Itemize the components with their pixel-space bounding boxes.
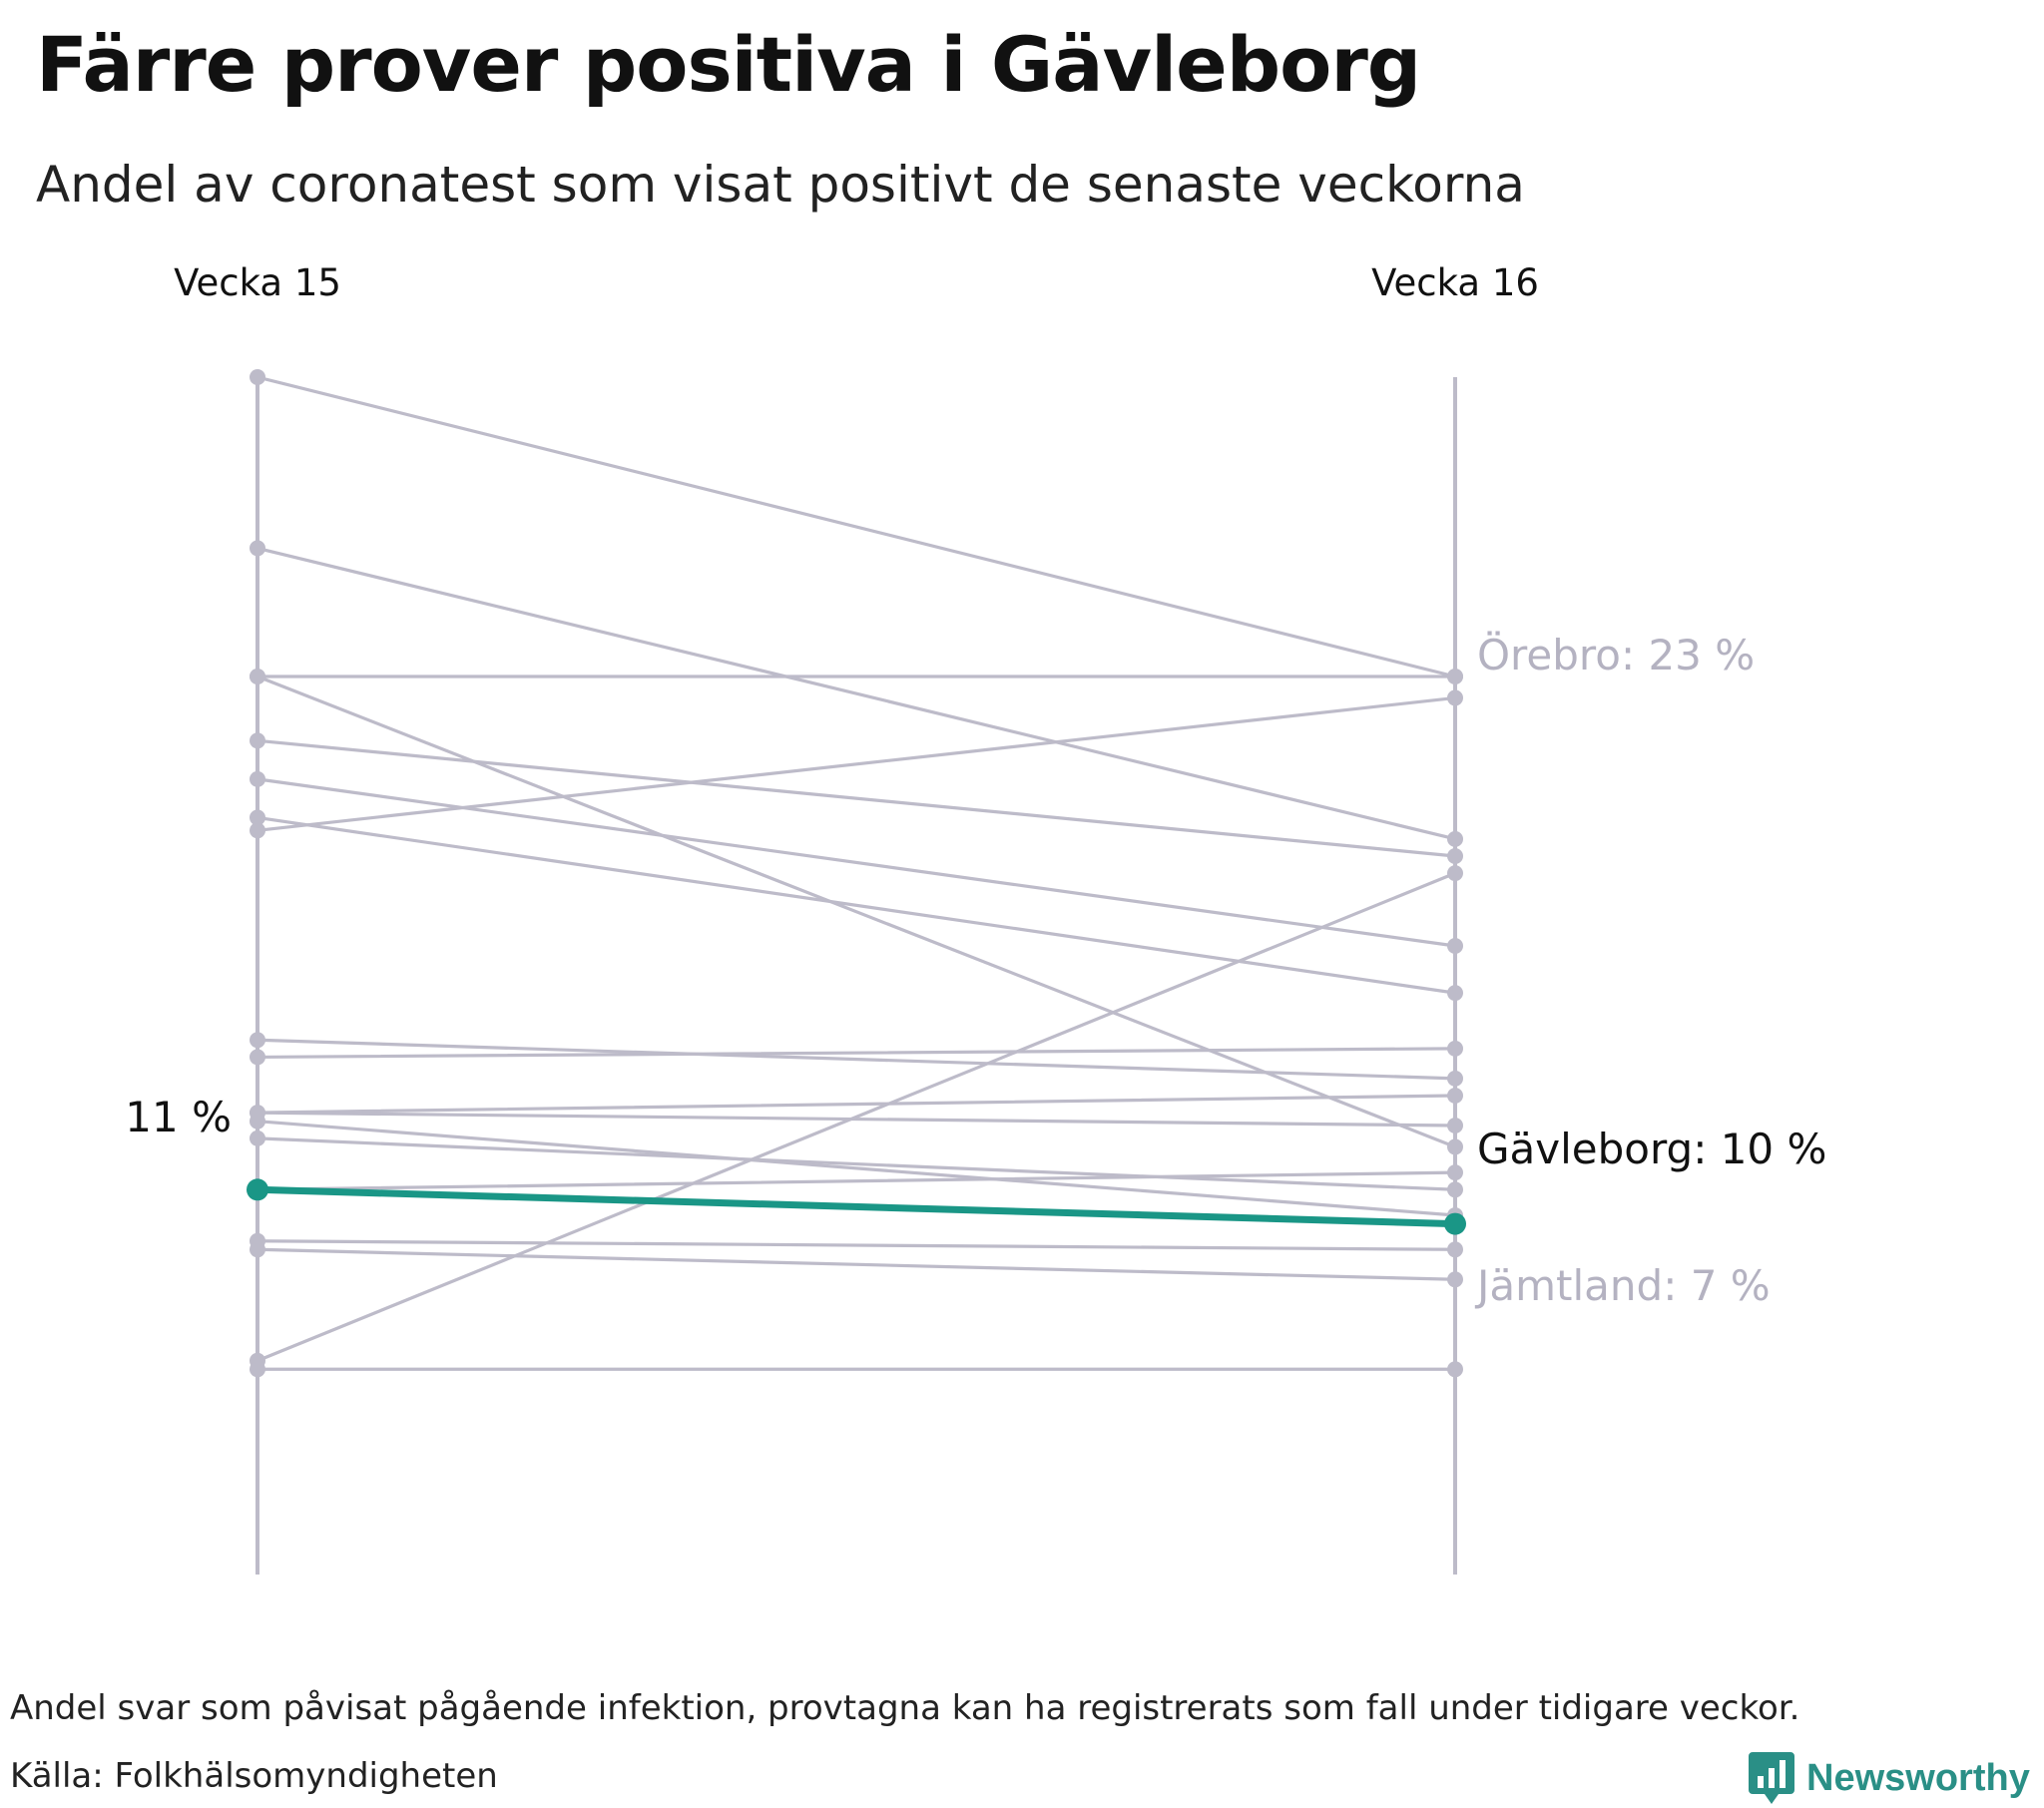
series-line-region-8 [256, 1038, 1457, 1081]
series-line-region-13 [256, 1136, 1457, 1191]
label-gavleborg: Gävleborg: 10 % [1477, 1125, 1826, 1173]
point-vecka-16-region-5 [1447, 938, 1463, 954]
point-vecka-15-region-12 [250, 1113, 265, 1130]
point-vecka-15-region-2 [250, 540, 265, 557]
point-vecka-16-gavleborg [1444, 1212, 1466, 1235]
series-line-region-16 [256, 1247, 1457, 1281]
series-line-region-1 [256, 375, 1457, 678]
point-vecka-15-region-16 [250, 1241, 265, 1258]
series-line-region-3 [256, 675, 1457, 1149]
point-vecka-15-jamtland [250, 1361, 265, 1378]
highlight-start-label: 11 % [125, 1093, 232, 1141]
point-vecka-15-region-7 [250, 822, 265, 839]
point-vecka-15-region-1 [250, 369, 265, 385]
point-vecka-16-region-2 [1447, 830, 1463, 847]
point-vecka-16-region-6 [1447, 985, 1463, 1002]
newsworthy-logo-text: Newsworthy [1806, 1756, 2030, 1799]
series-line-region-10 [256, 1094, 1457, 1115]
point-vecka-16-region-11 [1447, 1118, 1463, 1133]
chart-subtitle: Andel av coronatest som visat positivt d… [36, 156, 1525, 214]
point-vecka-16-region-10 [1447, 1088, 1463, 1104]
footnote: Andel svar som påvisat pågående infektio… [10, 1688, 1800, 1728]
series-line-region-2 [256, 546, 1457, 841]
series-line-region-14 [256, 1170, 1457, 1191]
point-vecka-16-region-15 [1447, 1241, 1463, 1258]
point-vecka-15-gavleborg [247, 1178, 268, 1201]
point-vecka-15-region-13 [250, 1130, 265, 1146]
point-vecka-16-orebro [1447, 669, 1463, 684]
point-vecka-16-jamtland [1447, 1361, 1463, 1378]
point-vecka-15-region-8 [250, 1032, 265, 1049]
point-vecka-16-region-3 [1447, 1138, 1463, 1155]
point-vecka-16-region-8 [1447, 1070, 1463, 1087]
series-line-region-7 [256, 695, 1457, 832]
point-vecka-15-region-5 [250, 770, 265, 787]
point-vecka-15-region-4 [250, 732, 265, 749]
series-line-region-6 [256, 815, 1457, 995]
series-line-region-5 [256, 777, 1457, 948]
point-vecka-16-region-4 [1447, 848, 1463, 864]
chart-title: Färre prover positiva i Gävleborg [36, 20, 1421, 109]
series-line-gavleborg [254, 1185, 1459, 1228]
label-jamtland: Jämtland: 7 % [1474, 1261, 1771, 1310]
category-label-vecka-16: Vecka 16 [1371, 261, 1539, 304]
point-vecka-15-region-9 [250, 1049, 265, 1066]
series-line-region-12 [256, 1120, 1457, 1217]
point-vecka-16-region-13 [1447, 1181, 1463, 1198]
point-vecka-16-region-14 [1447, 1164, 1463, 1181]
series-line-region-11 [256, 1111, 1457, 1128]
series-line-region-4 [256, 738, 1457, 858]
slope-chart: Vecka 15 Vecka 16 11 % Örebro: 23 % Gävl… [125, 261, 1826, 1575]
label-orebro: Örebro: 23 % [1477, 630, 1755, 679]
point-vecka-15-region-6 [250, 809, 265, 826]
point-vecka-16-region-17 [1447, 865, 1463, 882]
category-label-vecka-15: Vecka 15 [174, 261, 341, 304]
point-vecka-16-region-7 [1447, 689, 1463, 706]
series-line-region-9 [256, 1047, 1457, 1060]
point-vecka-16-region-16 [1447, 1271, 1463, 1288]
point-vecka-15-orebro [250, 669, 265, 684]
point-vecka-16-region-9 [1447, 1040, 1463, 1057]
newsworthy-logo-icon [1749, 1752, 1794, 1804]
series-line-region-17 [256, 871, 1457, 1363]
series-line-region-15 [256, 1239, 1457, 1251]
newsworthy-logo: Newsworthy [1749, 1748, 2030, 1808]
source-note: Källa: Folkhälsomyndigheten [10, 1756, 498, 1796]
